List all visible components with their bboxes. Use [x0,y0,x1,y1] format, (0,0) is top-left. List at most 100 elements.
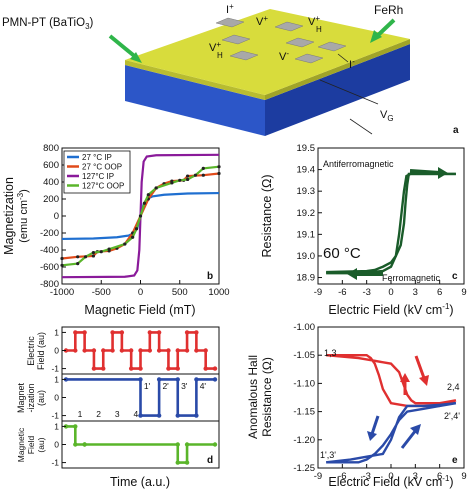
series-point-d [175,366,180,371]
arrow-blue-down [370,415,380,435]
pad-i-plus [215,17,245,28]
series-point-d [73,424,78,429]
series-point-d [82,348,87,353]
y-tick-label-b: -800 [40,279,59,290]
label-vh-sub-left: H [217,51,223,60]
x-tick-label-c: 9 [461,287,466,298]
x-tick-label-b: -500 [92,287,111,298]
series-point-d [73,442,78,447]
series-line-e-0 [326,354,457,408]
film-side-edge [265,39,410,100]
y-tick-label-c: 19.5 [297,143,316,154]
label-i-plus: I+ [226,2,234,16]
y-tick-label-b: -200 [40,228,59,239]
substrate-front [125,65,265,136]
series-line-d-0 [66,331,215,370]
axis-label-x-e: Electric Field (kV cm-1) [328,474,453,489]
series-point-b [193,173,198,177]
series-point-d [138,366,143,371]
pad-i-minus [317,41,347,52]
y-tick-label-b: 400 [43,177,59,188]
y-tick-label-d: 1 [54,421,59,431]
series-point-b [131,235,135,239]
axis-label-y-unit-b: (emu cm-3) [16,189,30,243]
x-tick-label-c: -9 [314,287,322,298]
series-point-b [178,178,182,182]
annotation-fm: Ferromagnetic [382,273,441,283]
series-point-d [156,413,162,418]
series-point-d [194,348,199,353]
series-point-d [110,348,115,353]
series-point-d [175,460,180,465]
label-vg: VG [380,109,394,123]
sublabel-m-field-2: Field [26,436,36,455]
y-tick-label-d: 1 [54,374,59,384]
sublabel-m-field-3: (au) [36,437,46,452]
state-label-d: 4' [200,381,207,391]
series-point-b [146,193,150,197]
state-label-d: 3' [181,381,188,391]
panel-letter-d: d [207,455,213,466]
y-tick-label-e: -1.10 [293,378,315,389]
series-point-d [194,377,199,382]
label-film: FeRh [374,3,403,17]
x-tick-label-b: 1000 [208,287,229,298]
series-point-d [91,366,97,371]
y-tick-label-d: -1 [51,364,59,374]
substrate-side [265,44,410,136]
y-tick-label-e: -1.15 [293,407,315,418]
pad-v-minus [294,53,324,64]
y-tick-label-e: -1.00 [293,322,315,333]
series-point-b [170,181,174,185]
label-v-plus-left: V+ [256,14,268,28]
y-tick-label-b: -600 [40,262,59,273]
label-vh-plus: V+ [209,40,221,54]
leader-i-minus [337,53,349,63]
series-point-d [184,348,190,353]
series-point-d [194,413,199,418]
x-tick-label-e: 9 [461,471,466,482]
series-point-d [128,348,134,353]
state-label-24p: 2',4' [444,411,460,421]
series-line-c-1 [326,172,456,274]
x-tick-label-b: 500 [172,287,188,298]
series-point-b [99,250,103,254]
series-point-b [186,174,190,178]
x-tick-label-c: -3 [362,287,370,298]
axis-label-x-b: Magnetic Field (mT) [84,303,195,317]
state-label-24: 2,4 [447,382,460,392]
series-point-b [123,242,127,246]
series-point-d [138,348,143,353]
y-tick-label-c: 19.0 [297,251,316,262]
legend-label-b: 27 °C OOP [82,163,122,172]
sublabel-magnetization-3: (au) [36,390,46,406]
state-label-13: 1,3 [324,348,337,358]
arrowhead-fm [347,268,357,280]
y-tick-label-d: 1 [54,327,59,337]
y-tick-label-e: -1.20 [293,435,315,446]
series-point-d [156,348,162,353]
axis-label-x-d: Time (a.u.) [110,475,170,489]
x-tick-label-e: -3 [362,471,370,482]
y-tick-label-d: 0 [54,346,59,356]
state-label-d: 1 [78,409,83,419]
pad-v-plus-right [274,21,304,32]
annotation-afm: Antiferromagnetic [323,159,394,169]
series-point-d [128,366,134,371]
pad-v-plus-left [221,34,251,45]
arrowhead-substrate [130,52,142,63]
axis-label-y-b: Magnetization [2,177,16,255]
y-tick-label-c: 19.3 [297,186,316,197]
arrowhead-red-up [400,373,410,382]
series-point-b [76,262,80,266]
series-point-b [142,201,147,205]
x-tick-label-b: -1000 [50,287,74,298]
film-front-edge [125,60,265,100]
label-v-minus: V- [279,49,289,63]
series-point-d [119,330,125,335]
x-tick-label-c: 6 [437,287,442,298]
series-point-d [184,442,190,447]
x-tick-label-c: 3 [413,287,418,298]
leader-vg [319,79,379,105]
